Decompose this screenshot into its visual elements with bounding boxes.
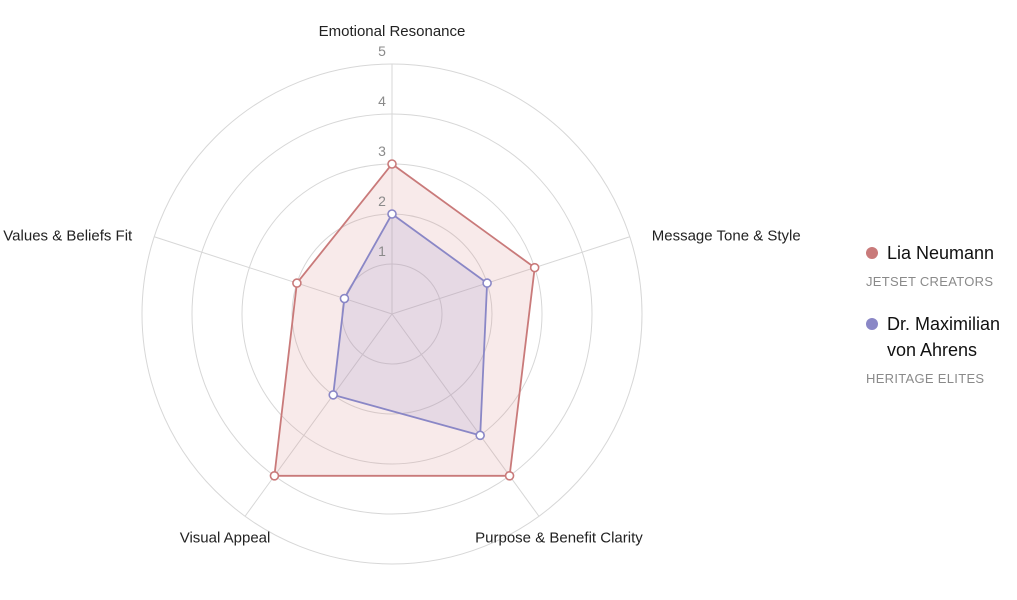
axis-spoke-3 xyxy=(391,313,540,517)
tick-label-4: 4 xyxy=(378,93,386,109)
series-area-1 xyxy=(273,163,536,477)
data-point-series-1-axis-1[interactable] xyxy=(387,159,397,169)
radar-series xyxy=(269,159,540,481)
legend-group-series-2: HERITAGE ELITES xyxy=(866,371,985,386)
data-point-series-1-axis-4[interactable] xyxy=(269,471,280,481)
data-point-series-2-axis-3[interactable] xyxy=(475,430,485,441)
series-area-2 xyxy=(332,213,489,437)
legend-label-series-1: Lia Neumann xyxy=(887,243,995,263)
axis-spoke-5 xyxy=(154,236,393,315)
data-point-series-2-axis-1[interactable] xyxy=(387,209,397,219)
axis-label-1: Emotional Resonance xyxy=(319,23,466,40)
radar-axis-labels: Emotional Resonance Message Tone & Style P… xyxy=(3,23,800,546)
tick-label-3: 3 xyxy=(378,143,386,159)
data-point-series-1-axis-5[interactable] xyxy=(292,278,302,288)
legend-item-series-1[interactable]: Lia Neumann JETSET CREATORS xyxy=(866,240,1016,289)
axis-label-2: Message Tone & Style xyxy=(652,228,801,245)
axis-spoke-2 xyxy=(391,236,630,315)
data-point-series-1-axis-3[interactable] xyxy=(504,471,515,481)
tick-label-5: 5 xyxy=(378,43,386,59)
data-point-series-2-axis-4[interactable] xyxy=(328,390,339,400)
data-point-series-1-axis-2[interactable] xyxy=(529,262,540,273)
data-point-series-2-axis-5[interactable] xyxy=(339,293,350,304)
axis-label-3: Purpose & Benefit Clarity xyxy=(475,529,643,546)
data-point-series-2-axis-2[interactable] xyxy=(482,278,492,288)
legend-marker-series-1 xyxy=(866,247,878,259)
radar-tick-labels: 1 2 3 4 5 xyxy=(378,43,386,259)
legend: Lia Neumann JETSET CREATORS Dr. Maximili… xyxy=(866,240,1016,400)
axis-label-4: Visual Appeal xyxy=(180,529,271,546)
legend-group-series-1: JETSET CREATORS xyxy=(866,274,994,289)
legend-marker-series-2 xyxy=(866,318,878,330)
axis-spoke-4 xyxy=(244,313,393,517)
tick-label-1: 1 xyxy=(378,243,386,259)
axis-label-5: Values & Beliefs Fit xyxy=(3,228,133,245)
tick-label-2: 2 xyxy=(378,193,386,209)
legend-label-series-2: Dr. Maximilian von Ahrens xyxy=(887,314,1001,360)
legend-item-series-2[interactable]: Dr. Maximilian von Ahrens HERITAGE ELITE… xyxy=(866,311,1016,386)
